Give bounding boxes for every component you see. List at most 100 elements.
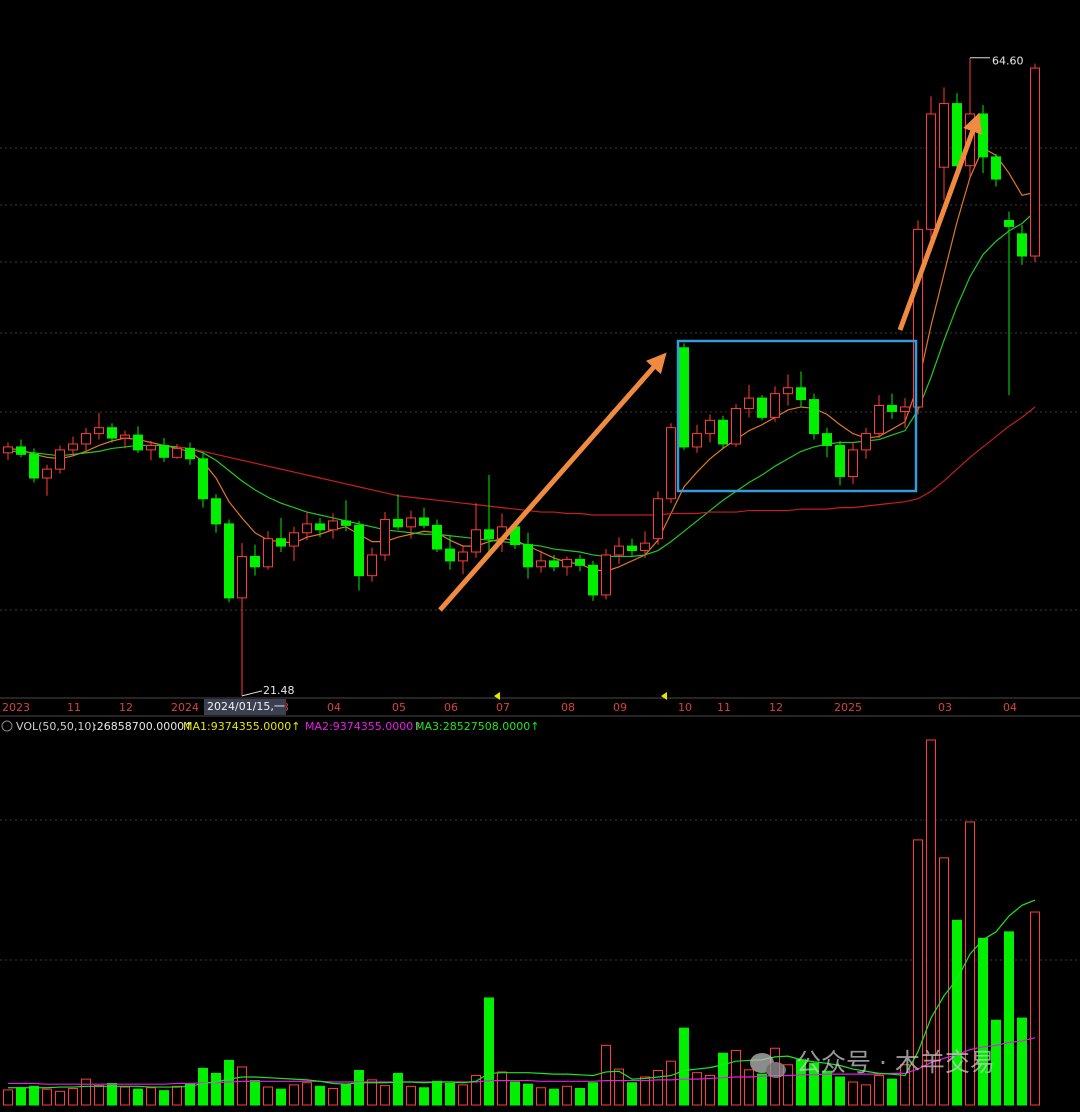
candle-body	[55, 449, 65, 470]
cursor-tooltip: 2024/01/15,一	[204, 699, 286, 715]
candle-body	[419, 517, 429, 526]
volume-bar	[939, 857, 949, 1106]
volume-bar	[432, 1080, 442, 1106]
candle-body	[146, 444, 156, 451]
candle-body	[770, 393, 780, 418]
candle-body	[783, 387, 793, 395]
volume-bar	[172, 1085, 182, 1106]
x-tick-label: 09	[613, 701, 627, 714]
volume-bar	[614, 1068, 624, 1106]
volume-bar	[419, 1087, 429, 1106]
volume-bar	[575, 1087, 585, 1106]
volume-bar	[705, 1075, 715, 1106]
x-tick-label: 07	[496, 701, 510, 714]
candle-body	[133, 434, 143, 451]
volume-bar	[276, 1088, 286, 1106]
candle-body	[744, 397, 754, 409]
tooltip-box	[204, 699, 286, 715]
volume-bar	[848, 1081, 858, 1106]
volume-bar	[81, 1078, 91, 1106]
watermark-group: 公众号 · 木羊交易	[750, 1048, 995, 1078]
candle-body	[289, 532, 299, 547]
volume-bar	[354, 1070, 364, 1106]
volume-bar	[159, 1090, 169, 1106]
arrow	[438, 352, 667, 612]
legend-entry: MA2:9374355.0000↑	[305, 720, 422, 733]
volume-bar	[380, 1085, 390, 1106]
panel-icon	[1, 720, 13, 732]
volume-bar	[302, 1082, 312, 1106]
candle-body	[276, 538, 286, 547]
volume-bar	[341, 1083, 351, 1106]
candle-body	[380, 518, 390, 556]
candle-body	[94, 427, 104, 435]
volume-bar	[471, 1075, 481, 1106]
candle-body	[445, 548, 455, 562]
volume-bar	[42, 1088, 52, 1106]
candle-body	[172, 447, 182, 458]
volume-bar	[692, 1072, 702, 1106]
volume-bar	[835, 1076, 845, 1106]
candle-body	[458, 551, 468, 562]
volume-bar	[640, 1076, 650, 1106]
candle-body	[926, 113, 936, 230]
candle-body	[913, 228, 923, 408]
candle-body	[341, 520, 351, 526]
candle-body	[718, 419, 728, 445]
x-tick-label: 06	[444, 701, 458, 714]
candle-body	[978, 113, 988, 158]
volume-bar	[406, 1085, 416, 1106]
candle-body	[354, 524, 364, 577]
x-tick-label: 03	[938, 701, 952, 714]
candle-body	[874, 404, 884, 435]
candle-body	[328, 520, 338, 531]
candle-body	[523, 544, 533, 568]
x-tick-label: 12	[769, 701, 783, 714]
volume-bar	[900, 1064, 910, 1106]
marker-icon	[661, 692, 667, 700]
candle-body	[731, 407, 741, 445]
candle-body	[614, 545, 624, 556]
tooltip-text: 2024/01/15,一	[207, 700, 285, 713]
line	[8, 899, 1036, 1089]
x-tick-label: 05	[392, 701, 406, 714]
grid	[0, 147, 1080, 961]
volume-bar	[601, 1044, 611, 1106]
candle-body	[3, 446, 13, 454]
x-tick-label: 2024	[171, 701, 199, 714]
candle-body	[952, 103, 962, 167]
volume-bar	[874, 1075, 884, 1106]
candle-body	[796, 387, 806, 401]
x-tick-label: 08	[561, 701, 575, 714]
volume-bar	[458, 1084, 468, 1106]
candle-body	[393, 518, 403, 528]
volume-bar	[627, 1082, 637, 1106]
candle-body	[302, 523, 312, 534]
candle-body	[861, 433, 871, 451]
candle-body	[16, 446, 26, 455]
candle-body	[107, 427, 117, 439]
candle-body	[432, 524, 442, 550]
volume-bar	[315, 1085, 325, 1106]
volume-bar	[653, 1070, 663, 1106]
volume-bar	[523, 1083, 533, 1106]
line	[8, 1037, 1036, 1085]
volume-bar	[978, 937, 988, 1106]
arrow	[897, 112, 982, 331]
volume-bar	[1017, 1017, 1027, 1106]
legend-entry: MA3:28527508.0000↑	[415, 720, 539, 733]
volume-bar	[198, 1067, 208, 1106]
candle-body	[705, 419, 715, 435]
candle-body	[367, 554, 377, 577]
volume-bar	[55, 1090, 65, 1106]
marker-icon	[494, 692, 500, 700]
volume-bar	[757, 1073, 767, 1106]
label-leader	[241, 690, 263, 697]
volume-bar	[952, 919, 962, 1106]
candle-body	[536, 560, 546, 568]
candle-body	[562, 558, 572, 568]
volume-bar	[3, 1089, 13, 1106]
candle-body	[406, 517, 416, 528]
volume-bar	[666, 1060, 676, 1106]
